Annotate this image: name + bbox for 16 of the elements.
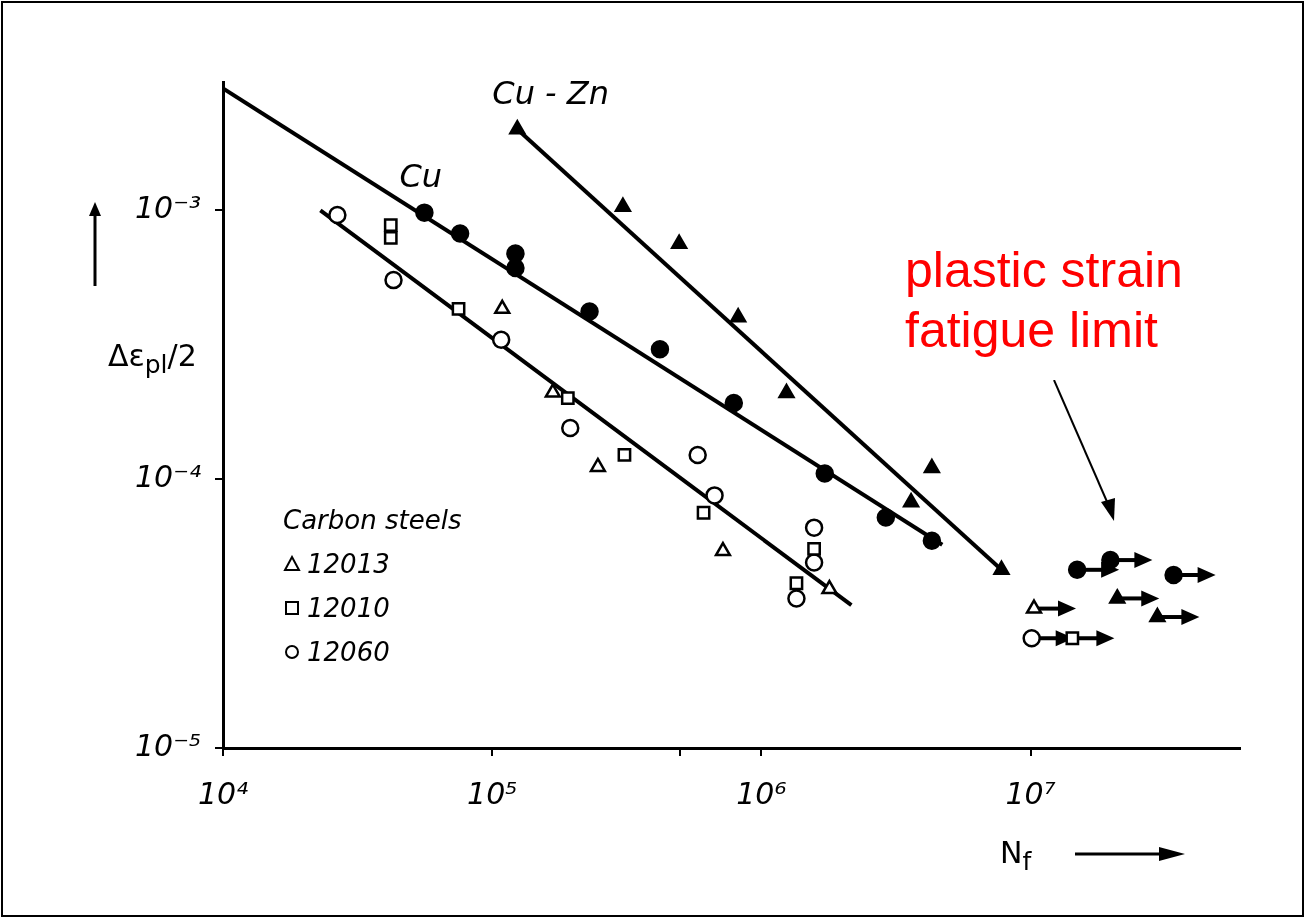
- x-tick-label: 10⁷: [1005, 775, 1056, 811]
- y-axis-title: Δε$_{pl}$/2: [108, 338, 197, 379]
- legend-title: Carbon steels: [283, 505, 462, 535]
- annotation: plastic strain fatigue limit: [905, 241, 1184, 360]
- x-axis-title: N$_{f}$: [1000, 835, 1032, 876]
- legend-label: 12060: [307, 637, 390, 667]
- y-tick-label: 10⁻⁵: [134, 727, 201, 763]
- y-tick-label: 10⁻³: [134, 190, 201, 226]
- y-tick-label: 10⁻⁴: [134, 458, 201, 494]
- x-tick-label: 10⁶: [736, 775, 787, 811]
- annotation: Cu: [399, 156, 443, 195]
- legend-label: 12013: [307, 549, 390, 579]
- annotation: Cu - Zn: [492, 73, 610, 112]
- x-tick-label: 10⁵: [467, 775, 518, 811]
- x-tick-label: 10⁴: [197, 775, 249, 811]
- legend-label: 12010: [307, 593, 390, 623]
